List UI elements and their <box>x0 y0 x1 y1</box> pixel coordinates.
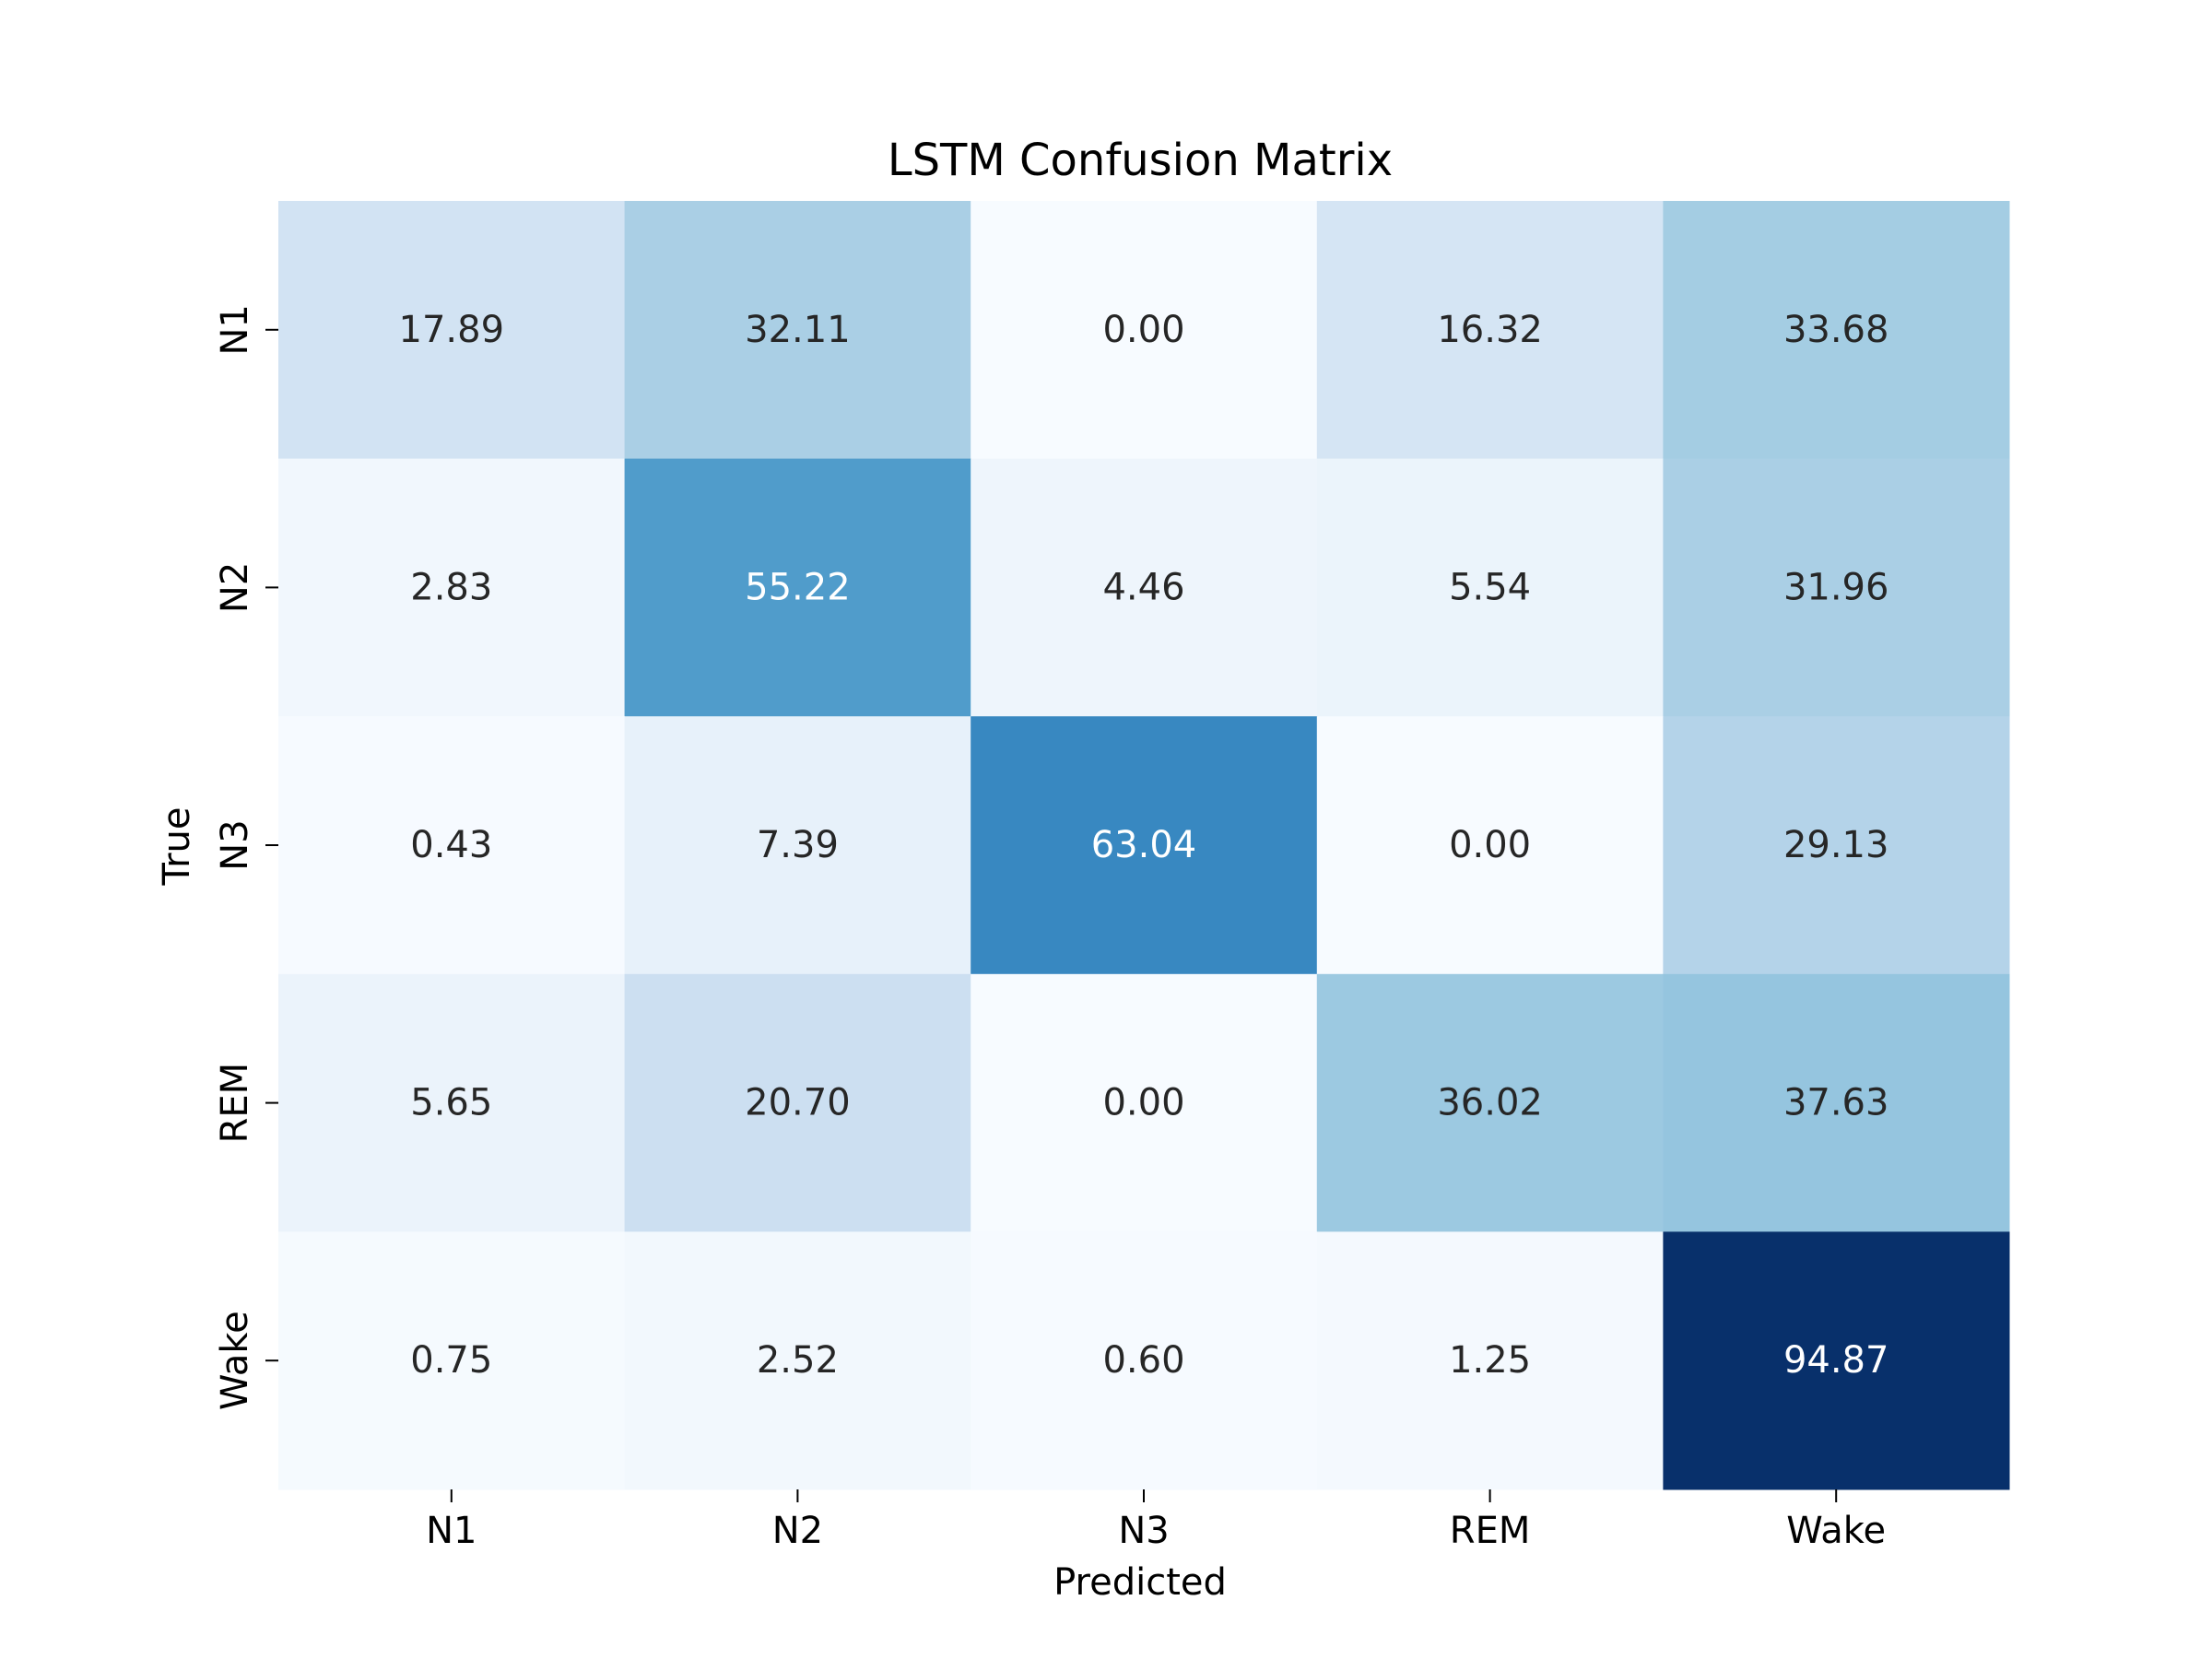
heatmap-cell-wake-n2 <box>624 1231 971 1490</box>
heatmap-cell-n1-n1 <box>278 201 626 460</box>
cell-value-label: 17.89 <box>399 309 505 351</box>
cell-value-label: 0.00 <box>1102 1082 1184 1124</box>
heatmap-cell-wake-wake <box>1663 1231 2010 1490</box>
cell-value-label: 0.43 <box>410 824 492 866</box>
heatmap-cell-n1-wake <box>1663 201 2010 460</box>
heatmap-cell-n3-n2 <box>624 716 971 975</box>
heatmap-cells <box>278 201 2010 1490</box>
cell-value-label: 5.65 <box>410 1082 492 1124</box>
cell-value-label: 31.96 <box>1783 566 1889 608</box>
y-tick-label: REM <box>214 1063 256 1144</box>
heatmap-cell-wake-n3 <box>971 1231 1318 1490</box>
heatmap-cell-n3-wake <box>1663 716 2010 975</box>
heatmap-cell-n2-n1 <box>278 458 626 717</box>
y-tick-label: N3 <box>214 819 256 870</box>
heatmap-cell-rem-wake <box>1663 973 2010 1232</box>
cell-value-label: 0.75 <box>410 1339 492 1382</box>
x-tick-label: N1 <box>426 1510 477 1552</box>
heatmap-cell-labels: 17.89 32.11 0.00 16.32 33.68 2.83 55.22 4.46 5.5… <box>399 309 1889 1382</box>
x-tick-label: N3 <box>1118 1510 1169 1552</box>
x-axis-label: Predicted <box>1053 1561 1227 1604</box>
cell-value-label: 4.46 <box>1102 566 1184 608</box>
cell-value-label: 0.00 <box>1102 309 1184 351</box>
cell-value-label: 36.02 <box>1437 1082 1543 1124</box>
heatmap-cell-n2-wake <box>1663 458 2010 717</box>
heatmap-cell-wake-rem <box>1316 1231 1664 1490</box>
cell-value-label: 33.68 <box>1783 309 1889 351</box>
cell-value-label: 1.25 <box>1449 1339 1531 1382</box>
chart-title: LSTM Confusion Matrix <box>888 135 1393 186</box>
cell-value-label: 0.00 <box>1449 824 1531 866</box>
cell-value-label: 2.52 <box>757 1339 839 1382</box>
y-tick-label: N1 <box>214 304 256 355</box>
heatmap-cell-n3-n3 <box>971 716 1318 975</box>
cell-value-label: 2.83 <box>410 566 492 608</box>
x-tick-label: N2 <box>772 1510 823 1552</box>
heatmap-cell-n3-n1 <box>278 716 626 975</box>
x-tick-label: REM <box>1450 1510 1531 1552</box>
cell-value-label: 7.39 <box>757 824 839 866</box>
cell-value-label: 63.04 <box>1091 824 1197 866</box>
cell-value-label: 37.63 <box>1783 1082 1889 1124</box>
cell-value-label: 55.22 <box>745 566 851 608</box>
y-tick-label: Wake <box>214 1311 256 1410</box>
heatmap-cell-n1-rem <box>1316 201 1664 460</box>
heatmap-cell-rem-n3 <box>971 973 1318 1232</box>
cell-value-label: 20.70 <box>745 1082 851 1124</box>
y-axis-label: True <box>156 807 198 887</box>
y-axis: N1 N2 N3 REM Wake <box>214 304 278 1410</box>
heatmap-cell-rem-n2 <box>624 973 971 1232</box>
heatmap-cell-n3-rem <box>1316 716 1664 975</box>
x-tick-label: Wake <box>1786 1510 1886 1552</box>
heatmap-cell-rem-n1 <box>278 973 626 1232</box>
heatmap-cell-n1-n2 <box>624 201 971 460</box>
cell-value-label: 16.32 <box>1437 309 1543 351</box>
heatmap-cell-n2-n3 <box>971 458 1318 717</box>
cell-value-label: 29.13 <box>1783 824 1889 866</box>
y-tick-label: N2 <box>214 562 256 613</box>
cell-value-label: 94.87 <box>1783 1339 1889 1382</box>
heatmap-cell-n1-n3 <box>971 201 1318 460</box>
heatmap-cell-n2-rem <box>1316 458 1664 717</box>
cell-value-label: 5.54 <box>1449 566 1531 608</box>
heatmap-cell-wake-n1 <box>278 1231 626 1490</box>
heatmap-cell-rem-rem <box>1316 973 1664 1232</box>
cell-value-label: 32.11 <box>745 309 851 351</box>
heatmap-cell-n2-n2 <box>624 458 971 717</box>
cell-value-label: 0.60 <box>1102 1339 1184 1382</box>
x-axis: N1 N2 N3 REM Wake <box>426 1489 1886 1552</box>
